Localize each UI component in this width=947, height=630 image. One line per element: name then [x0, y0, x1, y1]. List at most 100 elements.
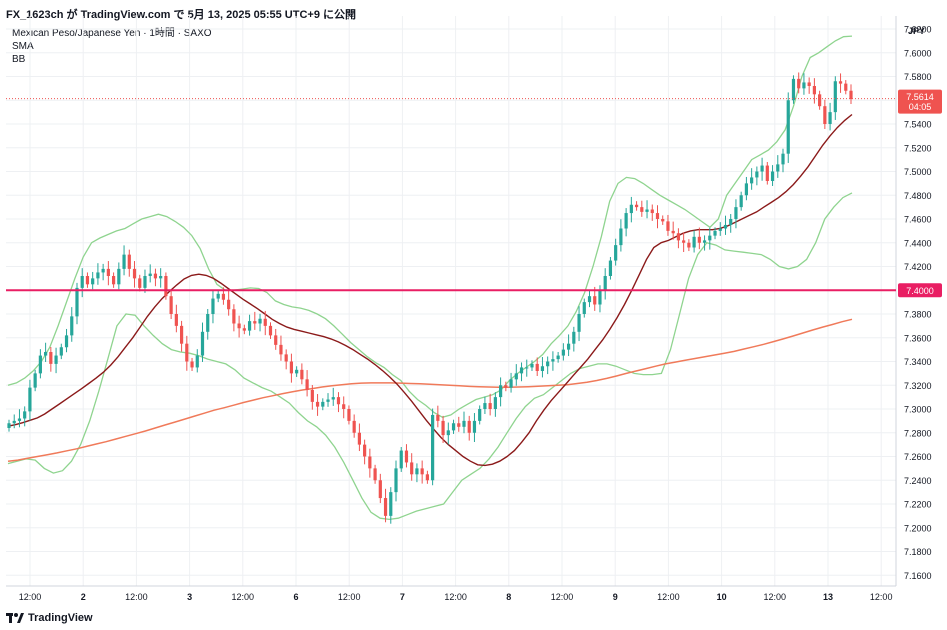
candle-body: [765, 165, 769, 181]
y-tick-label: 7.3200: [904, 381, 932, 391]
legend-sma[interactable]: SMA: [12, 41, 34, 52]
candle-body: [582, 302, 586, 314]
candle-body: [420, 468, 424, 475]
candle-body: [101, 268, 105, 273]
candle-body: [279, 344, 283, 355]
candle-body: [284, 354, 288, 362]
candle-body: [713, 230, 717, 236]
candle-body: [331, 397, 335, 400]
candle-body: [23, 411, 27, 419]
candle-body: [153, 273, 158, 279]
y-tick-label: 7.4600: [904, 215, 932, 225]
last-price-label: 7.5614: [906, 92, 934, 102]
candle-body: [342, 404, 346, 409]
candle-body: [91, 278, 95, 285]
bb-upper-line: [7, 35, 853, 418]
x-tick-label: 7: [400, 592, 405, 602]
y-tick-label: 7.3400: [904, 357, 932, 367]
candle-body: [776, 164, 780, 172]
candle-body: [247, 321, 252, 331]
candle-body: [483, 403, 487, 409]
candle-body: [164, 276, 168, 297]
candle-body: [436, 414, 440, 421]
candle-body: [132, 268, 137, 279]
candle-body: [216, 293, 220, 299]
candle-body: [603, 276, 607, 291]
indicator-lines: [7, 35, 853, 521]
candle-body: [96, 272, 100, 279]
candle-body: [587, 296, 592, 303]
y-tick-label: 7.1800: [904, 547, 932, 557]
candle-body: [504, 385, 508, 388]
candle-body: [791, 78, 796, 101]
x-tick-label: 12:00: [551, 592, 574, 602]
candle-body: [295, 369, 299, 374]
candle-body: [666, 221, 670, 231]
candle-body: [818, 94, 822, 107]
candle-body: [200, 331, 205, 356]
candle-body: [661, 219, 665, 222]
candle-body: [750, 177, 754, 184]
candle-body: [499, 385, 503, 398]
candle-body: [619, 228, 623, 246]
last-price-badge: [898, 89, 942, 114]
candle-body: [415, 468, 419, 475]
candle-body: [227, 299, 231, 310]
candle-body: [373, 468, 377, 481]
y-tick-label: 7.1600: [904, 571, 932, 581]
tradingview-logo[interactable]: TradingView: [6, 612, 93, 624]
candle-body: [143, 276, 147, 288]
y-tick-label: 7.2200: [904, 500, 932, 510]
candle-body: [185, 343, 189, 362]
candle-body: [64, 335, 69, 348]
x-tick-label: 2: [81, 592, 86, 602]
candle-body: [138, 278, 142, 288]
candle-body: [268, 325, 273, 336]
candle-body: [431, 414, 435, 481]
candle-body: [389, 492, 393, 516]
y-tick-label: 7.2800: [904, 428, 932, 438]
candle-body: [106, 268, 110, 276]
candle-body: [509, 379, 513, 388]
y-axis: JPY7.62007.60007.58007.56007.54007.52007…: [904, 25, 932, 581]
candle-body: [410, 462, 414, 475]
candle-body: [797, 78, 801, 89]
candle-body: [556, 355, 560, 360]
candle-body: [802, 82, 806, 89]
candle-body: [363, 444, 367, 457]
candle-body: [608, 260, 613, 276]
candle-body: [472, 420, 477, 433]
candle-body: [253, 321, 257, 324]
candle-body: [399, 450, 403, 469]
x-tick-label: 3: [187, 592, 192, 602]
candle-body: [70, 316, 74, 336]
x-tick-label: 12:00: [657, 592, 680, 602]
y-tick-label: 7.2600: [904, 452, 932, 462]
candle-body: [514, 373, 518, 380]
candle-body: [457, 423, 461, 427]
level-label: 7.4000: [906, 286, 934, 296]
candle-body: [394, 468, 398, 493]
candle-body: [781, 153, 785, 165]
legend-symbol[interactable]: Mexican Peso/Japanese Yen · 1時間 · SAXO: [12, 28, 212, 39]
candle-body: [682, 240, 686, 243]
candle-body: [676, 233, 681, 241]
candle-body: [640, 207, 644, 212]
candle-body: [551, 359, 555, 362]
candle-body: [211, 298, 215, 314]
candle-body: [85, 276, 90, 285]
candle-body: [807, 82, 811, 86]
candle-body: [169, 296, 173, 314]
legend-bb[interactable]: BB: [12, 54, 26, 65]
candle-body: [650, 209, 654, 214]
y-tick-label: 7.6000: [904, 48, 932, 58]
candle-body: [540, 366, 545, 371]
candle-body: [744, 183, 749, 196]
candle-body: [488, 403, 492, 409]
x-axis: 12:00 2 12:00 3 12:00 6 12:00 7 12:00 8 12:00 9 12:0…: [19, 592, 893, 602]
candle-body: [383, 498, 388, 516]
grid-lines: [6, 16, 896, 586]
candle-body: [755, 171, 759, 178]
candle-body: [702, 240, 707, 243]
